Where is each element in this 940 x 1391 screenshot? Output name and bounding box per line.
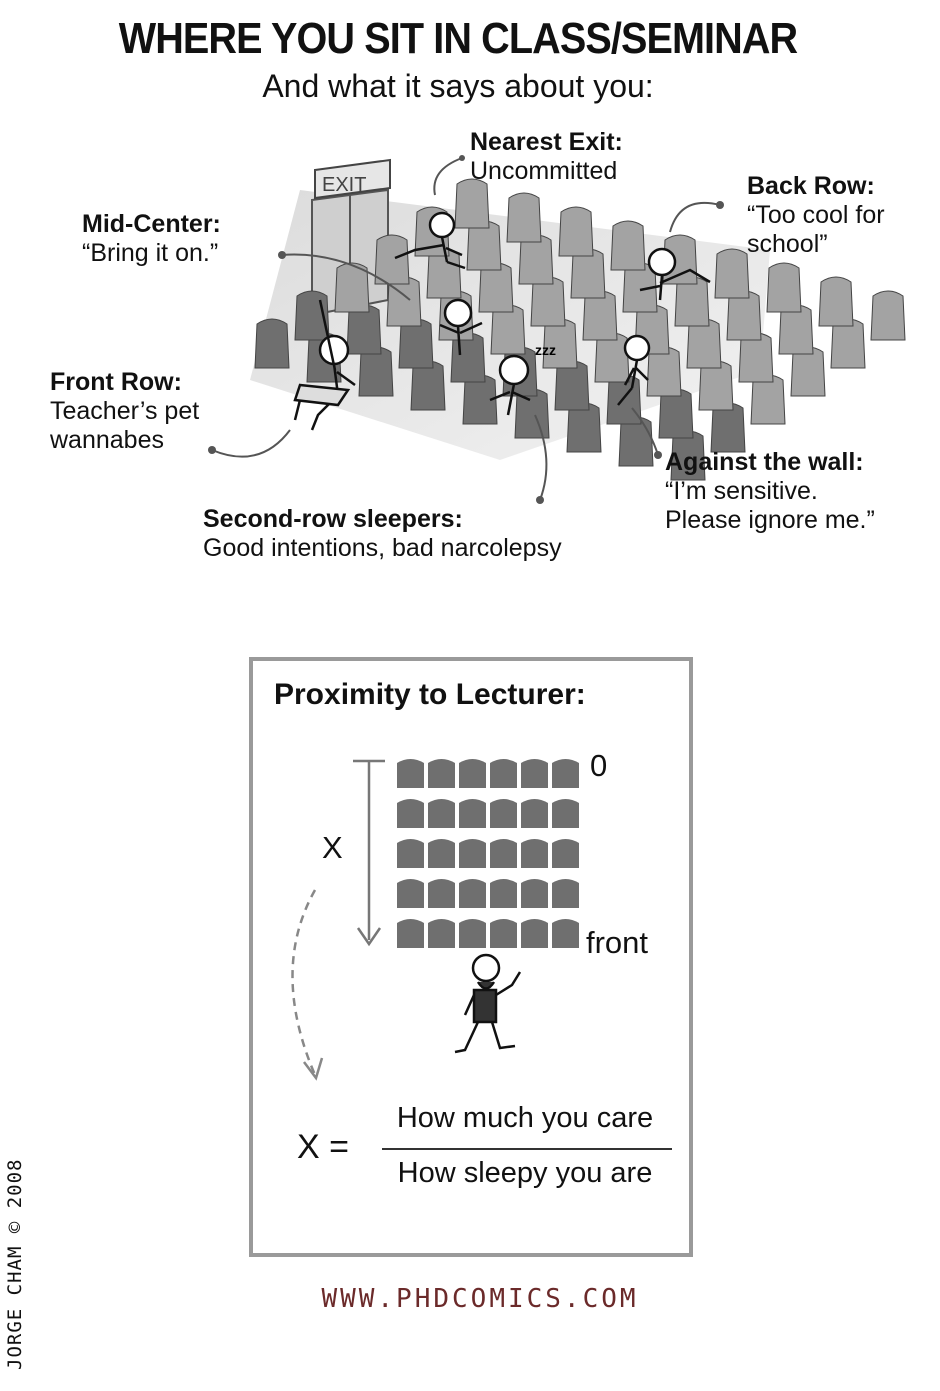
- seat: [374, 234, 410, 285]
- mini-seat: [490, 759, 517, 788]
- label-second-row-heading: Second-row sleepers:: [203, 505, 463, 533]
- label-against-wall-line2: Please ignore me.”: [665, 506, 875, 534]
- mini-seat: [428, 839, 455, 868]
- student-back-row: [639, 247, 711, 301]
- label-mid-center-heading: Mid-Center:: [82, 210, 221, 238]
- mini-seat: [490, 919, 517, 948]
- student-mid-center: [439, 298, 483, 356]
- label-second-row-text: Good intentions, bad narcolepsy: [203, 534, 562, 562]
- mini-seat: [459, 759, 486, 788]
- label-back-row-line1: “Too cool for: [747, 201, 885, 229]
- seat: [818, 276, 854, 327]
- mini-seat: [490, 879, 517, 908]
- equation-denominator: How sleepy you are: [397, 1157, 653, 1189]
- label-back-row-line2: school”: [747, 230, 828, 258]
- mini-seat: [397, 799, 424, 828]
- student-nearest-exit: [394, 211, 466, 270]
- label-back-row: Back Row: “Too cool for school”: [747, 172, 885, 259]
- seat: [558, 206, 594, 257]
- copyright-text: JORGE CHAM © 2008: [4, 1158, 26, 1370]
- sleep-zzz-text: zzz: [535, 342, 556, 358]
- distance-arrow: [353, 759, 385, 947]
- mini-seat: [397, 919, 424, 948]
- proximity-panel: [249, 657, 693, 1257]
- row-zero-label: 0: [590, 748, 608, 783]
- label-back-row-heading: Back Row:: [747, 172, 875, 200]
- label-nearest-exit: Nearest Exit: Uncommitted: [470, 128, 623, 186]
- label-second-row: Second-row sleepers: Good intentions, ba…: [203, 505, 562, 563]
- proximity-seat-grid: [397, 759, 579, 948]
- comic-subtitle: And what it says about you:: [262, 68, 654, 104]
- label-against-wall-heading: Against the wall:: [665, 448, 864, 476]
- mini-seat: [521, 799, 548, 828]
- row-front-label: front: [586, 925, 649, 960]
- distance-x-label: X: [322, 830, 343, 865]
- mini-seat: [552, 919, 579, 948]
- label-mid-center-text: “Bring it on.”: [82, 239, 219, 267]
- equation-lhs: X =: [297, 1128, 349, 1166]
- fraction-bar: [382, 1148, 672, 1150]
- mini-seat: [521, 759, 548, 788]
- student-front-row: [293, 299, 356, 431]
- mini-seat: [552, 759, 579, 788]
- student-against-wall: [617, 334, 651, 406]
- mini-seat: [552, 839, 579, 868]
- label-against-wall: Against the wall: “I’m sensitive. Please…: [665, 448, 875, 535]
- label-nearest-exit-heading: Nearest Exit:: [470, 128, 623, 156]
- seat: [766, 262, 802, 313]
- mini-seat: [428, 799, 455, 828]
- mini-seat: [397, 879, 424, 908]
- mini-seat: [521, 879, 548, 908]
- lecturer-figure: [454, 953, 522, 1054]
- label-against-wall-line1: “I’m sensitive.: [665, 477, 818, 505]
- label-arrows: [211, 157, 721, 501]
- student-sleeper: [489, 354, 531, 416]
- mini-seat: [428, 879, 455, 908]
- mini-seat: [397, 759, 424, 788]
- arrow-second-row: [534, 414, 548, 501]
- mini-seat: [428, 919, 455, 948]
- arrow-back-row: [669, 201, 721, 233]
- seat: [254, 318, 290, 369]
- seat: [454, 178, 490, 229]
- mini-seat: [490, 839, 517, 868]
- mini-seat: [459, 799, 486, 828]
- exit-sign-label: EXIT: [322, 174, 366, 196]
- student-figures: [293, 211, 711, 431]
- label-front-row-line1: Teacher’s pet: [50, 397, 200, 425]
- mini-seat: [521, 839, 548, 868]
- arrow-front-row: [211, 429, 291, 458]
- seat: [334, 262, 370, 313]
- equation-numerator: How much you care: [396, 1102, 654, 1134]
- mini-seat: [459, 919, 486, 948]
- proximity-title: Proximity to Lecturer:: [274, 678, 586, 711]
- mini-seat: [490, 799, 517, 828]
- arrow-dots: [208, 155, 724, 504]
- mini-seat: [552, 879, 579, 908]
- mini-seat: [459, 879, 486, 908]
- label-front-row: Front Row: Teacher’s pet wannabes: [50, 368, 199, 455]
- arrow-nearest-exit: [433, 157, 463, 196]
- dashed-arrow-head: [303, 1057, 324, 1081]
- seat: [610, 220, 646, 271]
- seat: [870, 290, 906, 341]
- mini-seat: [552, 799, 579, 828]
- dashed-curve-arrow: [291, 889, 317, 1076]
- comic-title: WHERE YOU SIT IN CLASS/SEMINAR: [118, 14, 798, 63]
- mini-seat: [459, 839, 486, 868]
- seat: [714, 248, 750, 299]
- arrow-mid-center: [281, 253, 411, 301]
- arrow-against-wall: [631, 407, 659, 456]
- mini-seat: [521, 919, 548, 948]
- seat: [506, 192, 542, 243]
- label-mid-center: Mid-Center: “Bring it on.”: [82, 210, 221, 268]
- label-nearest-exit-text: Uncommitted: [470, 157, 618, 185]
- label-front-row-heading: Front Row:: [50, 368, 182, 396]
- exit-sign: [314, 158, 391, 200]
- mini-seat: [397, 839, 424, 868]
- label-front-row-line2: wannabes: [50, 426, 164, 454]
- website-url: WWW.PHDCOMICS.COM: [321, 1284, 639, 1314]
- mini-seat: [428, 759, 455, 788]
